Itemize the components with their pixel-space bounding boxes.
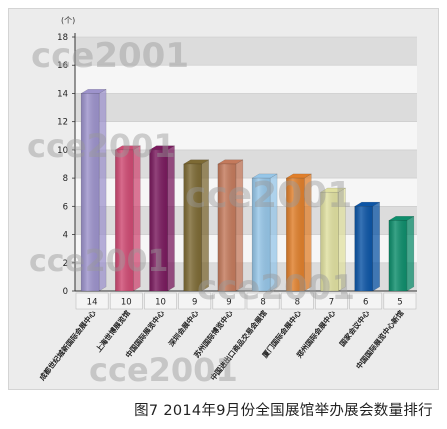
bar (251, 173, 278, 292)
watermark-text: cce2001 (29, 244, 168, 279)
value-cell (212, 292, 246, 310)
bar (285, 173, 313, 292)
y-tick-label: 0 (63, 287, 68, 297)
bar (114, 145, 142, 292)
watermark-text: cce2001 (27, 127, 176, 165)
bar (80, 88, 107, 292)
data-label: 8 (295, 298, 300, 308)
y-tick-label: 12 (57, 118, 68, 128)
bar (217, 159, 244, 292)
watermark-text: cce2001 (197, 268, 355, 308)
bar (388, 215, 415, 292)
value-cell (315, 292, 348, 310)
bar-side (406, 215, 415, 292)
bar (353, 201, 381, 292)
y-tick-label: 8 (63, 174, 68, 184)
value-cell (178, 292, 212, 310)
value-cell (109, 292, 143, 310)
bar-side (167, 145, 175, 292)
bar (182, 159, 210, 292)
watermark-text: cce2001 (89, 351, 238, 389)
y-tick-label: 10 (57, 146, 68, 156)
y-tick-label: 18 (57, 33, 68, 43)
watermark-text: cce2001 (185, 175, 352, 216)
y-tick-label: 4 (63, 231, 68, 241)
value-cell (280, 292, 314, 310)
watermark-text: cce2001 (31, 36, 189, 76)
value-cell (383, 292, 417, 310)
value-cell (75, 292, 109, 310)
data-label: 10 (121, 298, 132, 308)
figure-caption: 图7 2014年9月份全国展馆举办展会数量排行 (134, 403, 433, 419)
data-label: 8 (260, 298, 265, 308)
category-label: 国家会议中心 (338, 308, 372, 348)
data-label: 9 (226, 298, 231, 308)
bar (319, 187, 347, 292)
category-label: 深圳会展中心 (167, 308, 201, 348)
bar-side (372, 201, 380, 292)
bar (148, 145, 176, 292)
y-tick-label: 14 (57, 89, 68, 99)
value-cell (144, 292, 177, 310)
y-tick-label: 6 (63, 202, 68, 212)
data-label: 14 (87, 298, 98, 308)
y-unit-label: (个) (61, 16, 75, 25)
data-label: 6 (363, 298, 368, 308)
value-cell (349, 292, 383, 310)
y-tick-label: 2 (63, 259, 68, 269)
data-label: 7 (329, 298, 334, 308)
data-label: 9 (192, 298, 197, 308)
data-label: 10 (155, 298, 166, 308)
y-tick-label: 16 (57, 61, 68, 71)
chart-frame: 0 2 4 6 8 10 12 14 16 18 14 成都世纪城新国际会展中心 10 上海世博展览馆 1… (8, 8, 439, 390)
data-label: 5 (397, 298, 402, 308)
category-label: 上海世博展览馆 (94, 309, 132, 354)
value-cell (246, 292, 280, 310)
